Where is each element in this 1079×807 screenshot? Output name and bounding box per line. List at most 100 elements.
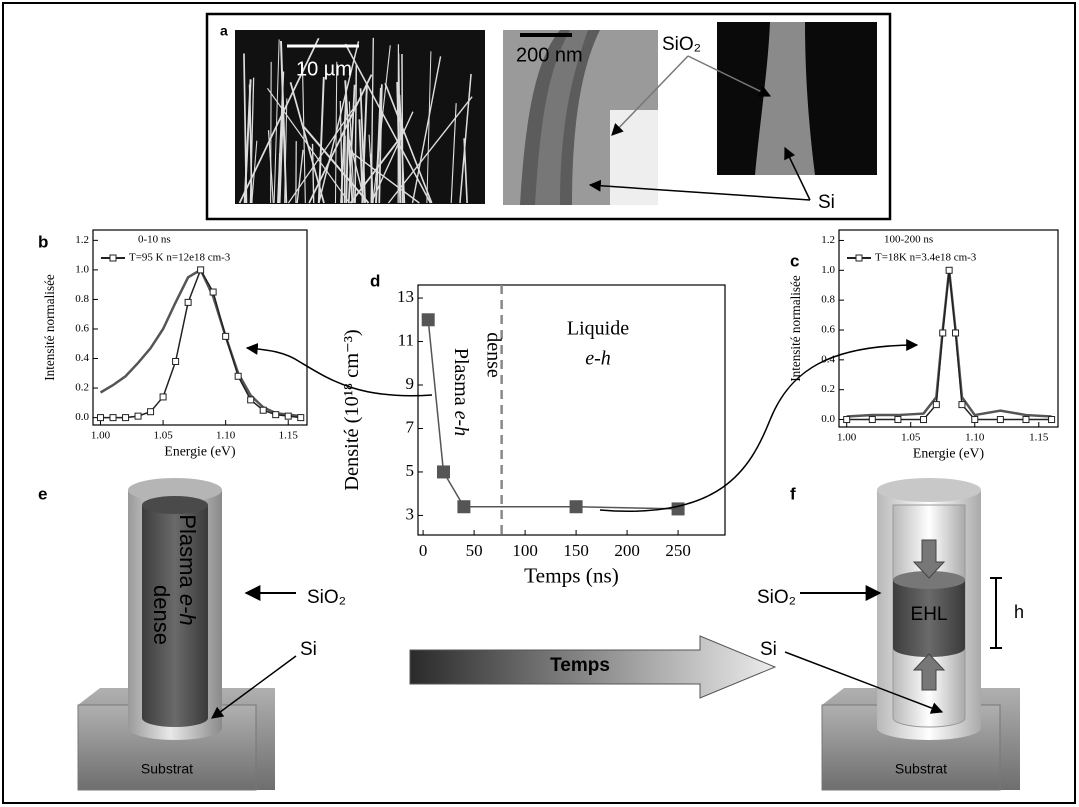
time-label: Temps [550, 655, 610, 676]
nanowire [463, 138, 468, 204]
nanowire [354, 65, 358, 204]
nanowire [243, 79, 252, 204]
scale-label: 200 nm [516, 44, 583, 66]
x-tick-label: 1.05 [901, 432, 921, 444]
marker [184, 298, 192, 306]
shell-top [877, 478, 981, 502]
y-tick-label: 0.8 [821, 294, 835, 306]
core-label: Si [818, 192, 835, 213]
compress-arrow [912, 539, 946, 579]
link-arrow [245, 342, 433, 397]
panel-label: f [790, 484, 796, 503]
marker [971, 416, 979, 424]
oxide-label: SiO₂ [662, 34, 701, 55]
sem-wire-core [535, 30, 588, 205]
nanowire [270, 61, 272, 204]
nanowire [384, 82, 433, 204]
nanowire [284, 98, 288, 204]
panel-label: b [38, 232, 48, 251]
nanowire [273, 39, 280, 204]
nanowire [287, 101, 359, 204]
nanowire [278, 113, 284, 204]
nanowire [411, 56, 442, 204]
x-axis-label: Energie (eV) [164, 444, 235, 460]
legend-label: T=18K n=3.4e18 cm-3 [875, 252, 977, 264]
x-tick-label: 1.00 [91, 430, 111, 442]
marker [109, 414, 117, 422]
panel-a: a 10 µm 200 nm SiO₂ Si [205, 12, 892, 221]
core-text-part: e-h [175, 594, 200, 626]
sem-wire-3 [755, 22, 815, 175]
annotation: Plasma e-h [450, 348, 472, 436]
time-arrow [409, 635, 777, 699]
marker [297, 414, 305, 422]
nanowire [343, 135, 346, 204]
arrow [611, 55, 689, 136]
nanowire [296, 149, 304, 204]
substrate-label: Substrat [141, 761, 193, 777]
y-tick-label: 9 [406, 374, 415, 393]
nanowire [459, 73, 472, 204]
annotation: e-h [585, 348, 611, 370]
nanowire [387, 96, 473, 204]
marker [134, 412, 142, 420]
nanowire [249, 77, 255, 204]
annotation: Liquide [567, 318, 629, 340]
x-tick-label: 200 [614, 541, 640, 560]
y-tick-label: 1.2 [821, 234, 835, 246]
marker [1048, 416, 1056, 424]
y-tick-label: 11 [398, 330, 414, 349]
arrow [784, 651, 944, 714]
y-tick-label: 0.0 [75, 411, 89, 423]
nanowire [358, 119, 364, 204]
shell-top [128, 478, 222, 502]
marker [958, 401, 966, 409]
nanowire [289, 81, 325, 204]
legend-marker [855, 254, 863, 262]
marker [868, 416, 876, 424]
x-tick-label: 1.10 [216, 430, 236, 442]
nanowire [349, 138, 400, 204]
oxide-label: SiO₂ [307, 587, 346, 608]
x-tick-label: 150 [563, 541, 589, 560]
nanowire [375, 87, 382, 204]
y-tick-label: 0.6 [75, 323, 89, 335]
nanowire [370, 111, 414, 204]
panel-d-annotations: Plasma e-h dense Liquide e-h [450, 318, 629, 437]
marker [1022, 416, 1030, 424]
marker [222, 332, 230, 340]
panel-e: e Plasma e-h dense SiO₂ Si Substrat [38, 478, 346, 791]
core-label: Si [760, 639, 777, 660]
marker [172, 357, 180, 365]
scale-label: 10 µm [296, 58, 352, 80]
plot-frame [838, 229, 1059, 428]
marker [843, 416, 851, 424]
nanowire [361, 85, 368, 204]
panel-label: e [38, 484, 47, 503]
chart-title: 0-10 ns [138, 234, 171, 246]
marker [457, 500, 471, 514]
y-tick-label: 0.2 [821, 383, 835, 395]
nanowire [317, 76, 325, 204]
x-axis-label: Temps (ns) [524, 563, 619, 587]
nanowire [344, 43, 432, 204]
annotation: dense [482, 332, 504, 378]
panel-label: a [220, 23, 228, 39]
x-tick-label: 50 [466, 541, 483, 560]
chart-panel: c1.00 1.05 1.10 1.150.00.20.40.60.81.01.2En… [788, 229, 1059, 462]
x-tick-label: 0 [419, 541, 428, 560]
arrow [211, 655, 297, 719]
core-text: Plasma e-h [175, 514, 200, 625]
marker [122, 414, 130, 422]
legend-marker [109, 254, 117, 262]
y-tick-label: 1.2 [75, 234, 89, 246]
ehl-label: EHL [911, 604, 948, 625]
ehl-droplet [893, 580, 965, 657]
marker [421, 313, 435, 327]
y-tick-label: 0.8 [75, 293, 89, 305]
annotation-text: Plasma [450, 348, 472, 406]
plot-frame [417, 284, 726, 536]
y-tick-label: 3 [406, 504, 415, 523]
x-axis-label: Energie (eV) [913, 446, 984, 462]
